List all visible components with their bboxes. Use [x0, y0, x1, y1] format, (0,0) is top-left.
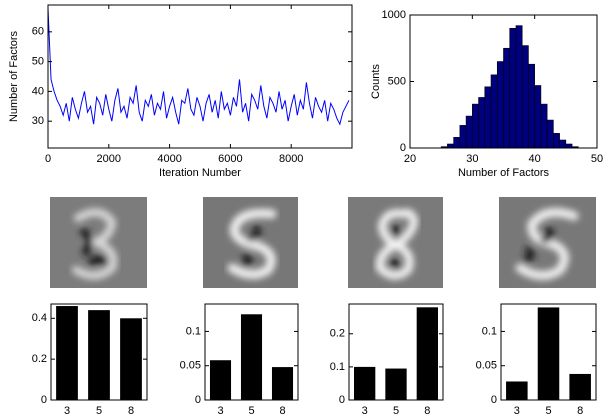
y-tick-label: 0.2 [330, 328, 345, 340]
histogram-bar [491, 75, 497, 148]
histogram-bar [479, 97, 485, 148]
histogram-bar [516, 26, 522, 148]
histogram-bar [497, 62, 503, 148]
histogram-bar [522, 46, 528, 148]
x-tick-label: 8 [424, 405, 430, 417]
digit-image [499, 197, 596, 288]
x-tick-label: 2000 [97, 153, 121, 165]
digit-image [348, 197, 443, 288]
histogram-bar [541, 104, 547, 148]
y-axis-label: Counts [370, 64, 382, 99]
y-tick-label: 0.1 [482, 325, 497, 337]
bar [120, 318, 142, 400]
trace-line [48, 8, 349, 124]
y-tick-label: 1000 [382, 9, 406, 21]
x-tick-label: 50 [591, 153, 603, 165]
histogram-bar [504, 48, 510, 148]
histogram-bar [510, 28, 516, 148]
digit-image [50, 197, 147, 288]
x-tick-label: 5 [96, 405, 102, 417]
histogram-bar [566, 144, 572, 148]
bar [538, 307, 560, 400]
y-tick-label: 0.2 [32, 353, 47, 365]
bar [210, 360, 231, 400]
y-tick-label: 40 [32, 85, 44, 97]
x-axis-label: Iteration Number [159, 167, 241, 179]
x-tick-label: 5 [545, 405, 551, 417]
x-tick-label: 6000 [218, 153, 242, 165]
x-tick-label: 8 [128, 405, 134, 417]
y-tick-label: 0.1 [186, 325, 201, 337]
bar [56, 306, 78, 400]
histogram-bar [485, 87, 491, 148]
histogram-bar [454, 137, 460, 148]
x-tick-label: 3 [362, 405, 368, 417]
x-tick-label: 8 [577, 405, 583, 417]
histogram-bar [466, 116, 472, 148]
y-tick-label: 50 [32, 56, 44, 68]
y-tick-label: 0 [491, 394, 497, 406]
histogram-bar [560, 140, 566, 148]
histogram-bar [447, 144, 453, 148]
histogram-bar [547, 120, 553, 148]
y-tick-label: 0 [41, 394, 47, 406]
y-tick-label: 0.4 [32, 312, 47, 324]
y-tick-label: 30 [32, 115, 44, 127]
y-tick-label: 0.1 [330, 361, 345, 373]
histogram-bar [535, 85, 541, 148]
x-tick-label: 3 [514, 405, 520, 417]
y-tick-label: 0.05 [476, 360, 497, 372]
x-tick-label: 30 [466, 153, 478, 165]
x-tick-label: 8 [279, 405, 285, 417]
x-tick-label: 20 [404, 153, 416, 165]
bar [354, 367, 375, 400]
bar [417, 307, 438, 400]
y-tick-label: 0 [339, 394, 345, 406]
y-tick-label: 0.05 [180, 360, 201, 372]
x-tick-label: 5 [248, 405, 254, 417]
x-tick-label: 40 [529, 153, 541, 165]
axes-frame [48, 5, 352, 148]
figure: 3040506002000400060008000Iteration Numbe… [0, 0, 603, 420]
bar [385, 369, 406, 400]
y-tick-label: 0 [195, 394, 201, 406]
histogram-bar [528, 64, 534, 148]
x-tick-label: 8000 [279, 153, 303, 165]
histogram-bar [472, 104, 478, 148]
y-tick-label: 60 [32, 26, 44, 38]
x-tick-label: 3 [217, 405, 223, 417]
x-tick-label: 0 [45, 153, 51, 165]
x-tick-label: 4000 [157, 153, 181, 165]
bar [241, 314, 262, 400]
histogram-bar [460, 125, 466, 148]
bar [569, 374, 591, 400]
x-tick-label: 5 [393, 405, 399, 417]
bar [272, 367, 293, 400]
digit-image [203, 197, 298, 288]
bar [88, 310, 110, 400]
x-tick-label: 3 [64, 405, 70, 417]
histogram-bar [553, 133, 559, 148]
y-axis-label: Number of Factors [8, 30, 20, 122]
y-tick-label: 500 [388, 75, 406, 87]
x-axis-label: Number of Factors [458, 167, 550, 179]
